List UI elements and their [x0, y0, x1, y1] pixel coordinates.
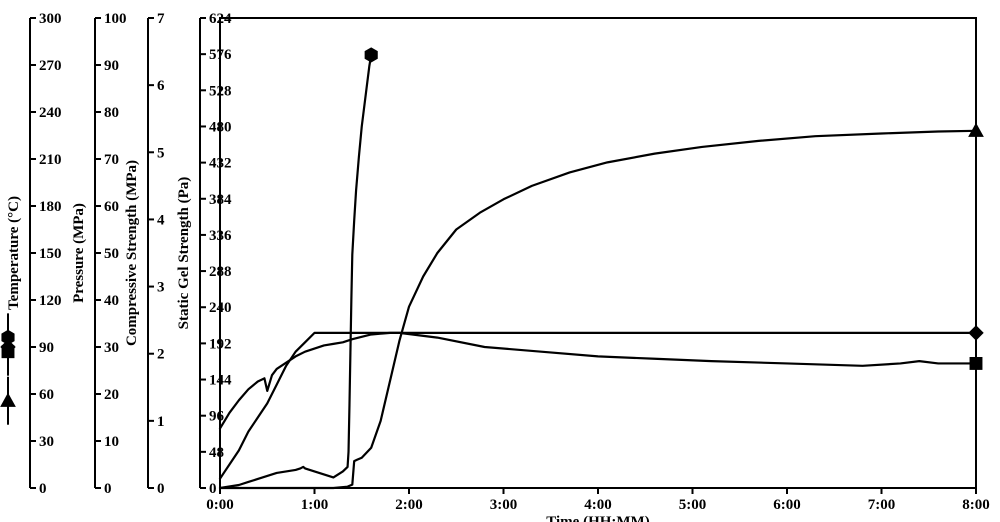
svg-text:1: 1 — [157, 414, 165, 430]
svg-text:10: 10 — [104, 434, 119, 450]
svg-text:60: 60 — [39, 387, 54, 403]
svg-text:150: 150 — [39, 246, 62, 262]
svg-text:120: 120 — [39, 293, 62, 309]
svg-text:96: 96 — [209, 409, 225, 425]
svg-text:144: 144 — [209, 373, 232, 389]
svg-text:1:00: 1:00 — [301, 497, 329, 513]
svg-text:5: 5 — [157, 145, 165, 161]
svg-text:3:00: 3:00 — [490, 497, 518, 513]
svg-text:30: 30 — [104, 340, 119, 356]
svg-text:480: 480 — [209, 119, 232, 135]
svg-text:624: 624 — [209, 11, 232, 27]
svg-text:0: 0 — [157, 481, 165, 497]
svg-text:3: 3 — [157, 280, 165, 296]
svg-text:70: 70 — [104, 152, 119, 168]
svg-text:300: 300 — [39, 11, 62, 27]
svg-text:50: 50 — [104, 246, 119, 262]
svg-text:240: 240 — [39, 105, 62, 121]
svg-text:270: 270 — [39, 58, 62, 74]
svg-text:2: 2 — [157, 347, 165, 363]
svg-text:Temperature (°C): Temperature (°C) — [6, 196, 22, 310]
svg-text:48: 48 — [209, 445, 224, 461]
svg-text:Static Gel Strength (Pa): Static Gel Strength (Pa) — [176, 177, 192, 330]
svg-text:576: 576 — [209, 47, 232, 63]
temperature-curve — [220, 333, 976, 429]
svg-text:0: 0 — [209, 481, 217, 497]
svg-text:0: 0 — [39, 481, 47, 497]
svg-text:384: 384 — [209, 192, 232, 208]
svg-text:0:00: 0:00 — [206, 497, 234, 513]
svg-text:8:00: 8:00 — [962, 497, 990, 513]
svg-text:192: 192 — [209, 336, 232, 352]
svg-text:90: 90 — [104, 58, 119, 74]
svg-text:60: 60 — [104, 199, 119, 215]
svg-text:180: 180 — [39, 199, 62, 215]
svg-text:432: 432 — [209, 156, 232, 172]
svg-text:100: 100 — [104, 11, 127, 27]
svg-text:7: 7 — [157, 11, 165, 27]
svg-text:Compressive Strength (MPa): Compressive Strength (MPa) — [124, 160, 140, 346]
svg-text:30: 30 — [39, 434, 54, 450]
svg-text:Time (HH:MM): Time (HH:MM) — [546, 514, 649, 522]
svg-text:210: 210 — [39, 152, 62, 168]
svg-text:288: 288 — [209, 264, 232, 280]
svg-text:240: 240 — [209, 300, 232, 316]
svg-text:2:00: 2:00 — [395, 497, 423, 513]
static-gel-strength-curve — [220, 55, 371, 488]
svg-text:5:00: 5:00 — [679, 497, 707, 513]
svg-text:6: 6 — [157, 78, 165, 94]
svg-text:528: 528 — [209, 83, 232, 99]
svg-text:6:00: 6:00 — [773, 497, 801, 513]
svg-text:0: 0 — [104, 481, 112, 497]
svg-text:4:00: 4:00 — [584, 497, 612, 513]
pressure-curve — [220, 333, 976, 479]
svg-text:4: 4 — [157, 212, 165, 228]
svg-text:40: 40 — [104, 293, 119, 309]
svg-text:7:00: 7:00 — [868, 497, 896, 513]
svg-text:336: 336 — [209, 228, 232, 244]
svg-text:20: 20 — [104, 387, 119, 403]
multi-axis-time-chart: 0:00 1:00 2:00 3:00 4:00 5:00 6:00 7:00 8:00 Time… — [0, 0, 1000, 522]
compressive-strength-curve — [220, 131, 976, 488]
svg-text:80: 80 — [104, 105, 119, 121]
svg-text:Pressure (MPa): Pressure (MPa) — [71, 203, 87, 303]
svg-text:90: 90 — [39, 340, 54, 356]
